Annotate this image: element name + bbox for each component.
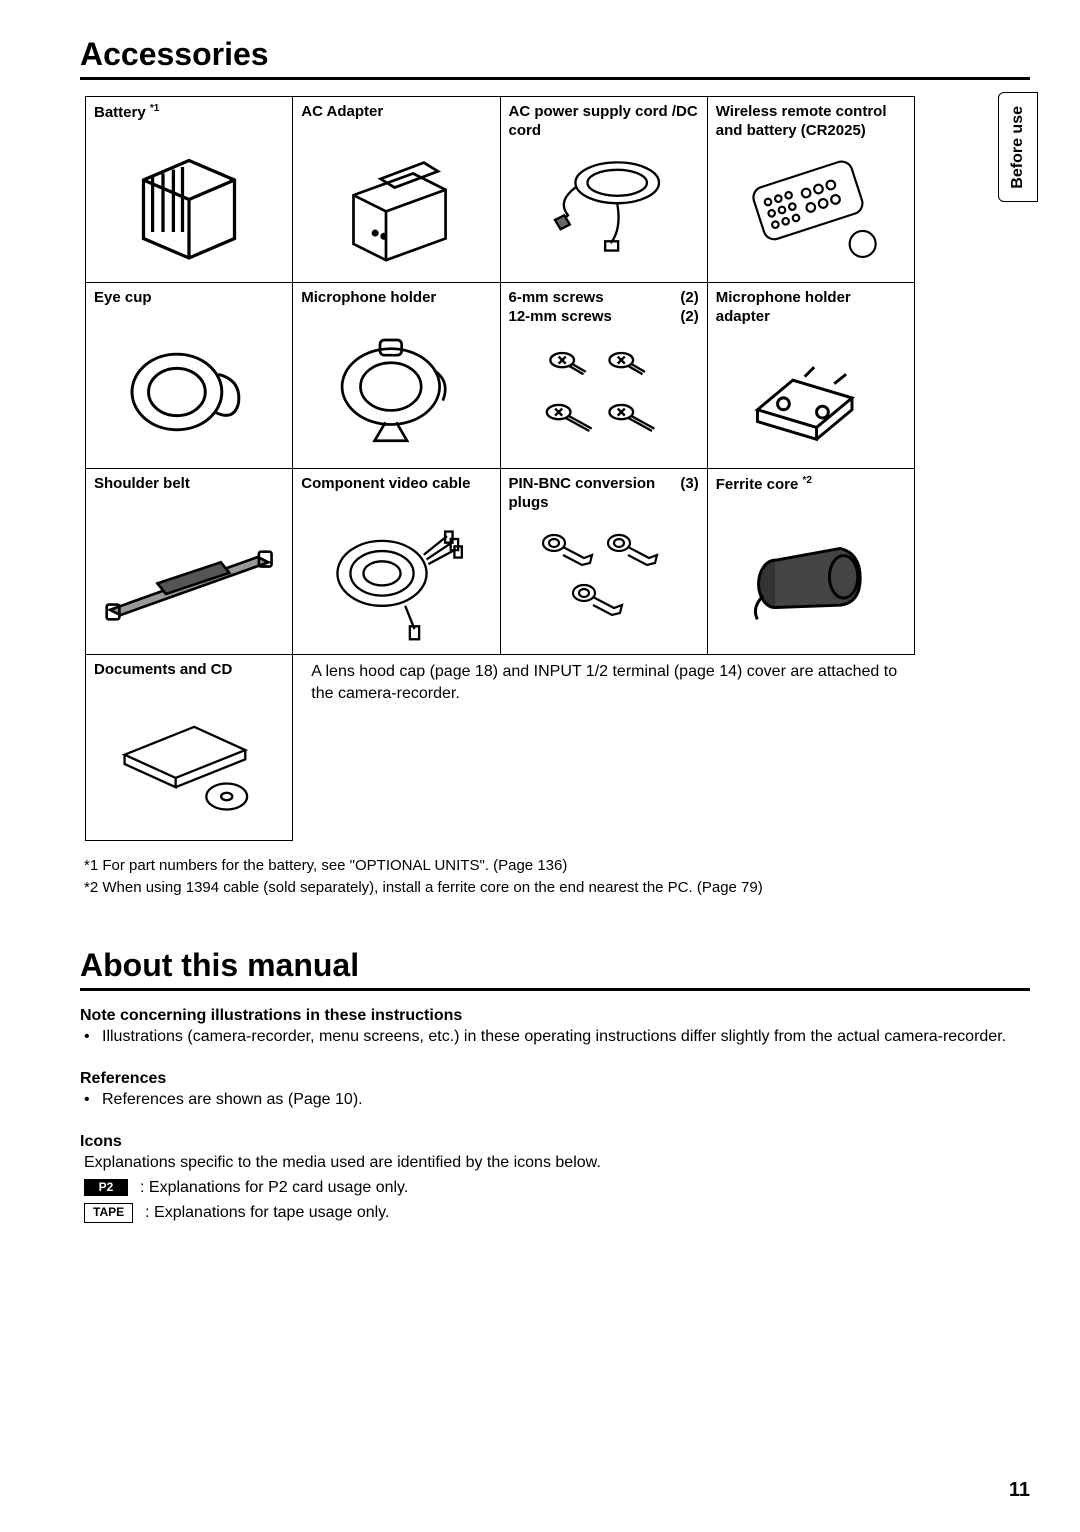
label-mic-holder: Microphone holder [301,289,491,327]
cell-note: A lens hood cap (page 18) and INPUT 1/2 … [293,655,915,841]
img-component-cable [301,513,491,643]
side-tab-label: Before use [1009,106,1027,189]
cell-mic-holder: Microphone holder [293,283,500,469]
about-sub1-text: Illustrations (camera-recorder, menu scr… [102,1025,1006,1048]
section-accessories-title: Accessories [80,36,1030,80]
label-screws: 6-mm screws(2)12-mm screws(2) [509,289,699,327]
label-component-cable: Component video cable [301,475,491,513]
footnotes: *1 For part numbers for the battery, see… [84,855,1030,899]
tape-icon: TAPE [84,1203,133,1223]
img-ac-adapter [301,141,491,271]
cell-remote: Wireless remote control and battery (CR2… [707,97,914,283]
label-ac-adapter: AC Adapter [301,103,491,141]
tape-text: : Explanations for tape usage only. [145,1201,389,1224]
img-screws [509,327,699,457]
img-eye-cup [94,327,284,457]
cell-component-cable: Component video cable [293,469,500,655]
cell-mic-holder-adapter: Microphone holder adapter [707,283,914,469]
cell-ferrite: Ferrite core *2 [707,469,914,655]
about-sub2-text: References are shown as (Page 10). [102,1088,363,1111]
cell-pin-bnc: PIN-BNC conversion plugs(3) [500,469,707,655]
label-pin-bnc: PIN-BNC conversion plugs(3) [509,475,699,513]
img-shoulder-belt [94,513,284,643]
bullet-icon: • [84,1088,102,1111]
img-battery [94,141,284,271]
cell-docs-cd: Documents and CD [86,655,293,841]
p2-icon: P2 [84,1179,128,1197]
label-remote: Wireless remote control and battery (CR2… [716,103,906,141]
p2-text: : Explanations for P2 card usage only. [140,1176,408,1199]
img-power-cord [509,141,699,271]
cell-screws: 6-mm screws(2)12-mm screws(2) [500,283,707,469]
about-sub1: Note concerning illustrations in these i… [80,1007,1030,1025]
about-sub1-body: • Illustrations (camera-recorder, menu s… [84,1025,1030,1048]
about-sub3: Icons [80,1133,1030,1151]
section-about-title: About this manual [80,947,1030,991]
lens-hood-note: A lens hood cap (page 18) and INPUT 1/2 … [311,661,906,706]
about-sub2: References [80,1070,1030,1088]
icon-row-tape: TAPE : Explanations for tape usage only. [84,1201,1030,1224]
footnote-1: *1 For part numbers for the battery, see… [84,855,1030,877]
img-ferrite [716,513,906,643]
cell-eye-cup: Eye cup [86,283,293,469]
cell-shoulder-belt: Shoulder belt [86,469,293,655]
page-number: 11 [1009,1479,1030,1502]
side-tab-before-use: Before use [998,92,1038,202]
label-mic-holder-adapter: Microphone holder adapter [716,289,906,327]
label-docs-cd: Documents and CD [94,661,284,699]
label-power-cord: AC power supply cord /DC cord [509,103,699,141]
img-pin-bnc [509,513,699,643]
img-mic-holder [301,327,491,457]
about-sub3-intro: Explanations specific to the media used … [84,1151,1030,1174]
img-docs-cd [94,699,284,829]
cell-power-cord: AC power supply cord /DC cord [500,97,707,283]
label-shoulder-belt: Shoulder belt [94,475,284,513]
label-eye-cup: Eye cup [94,289,284,327]
label-ferrite: Ferrite core *2 [716,475,906,513]
cell-battery: Battery *1 [86,97,293,283]
about-sub2-body: • References are shown as (Page 10). [84,1088,1030,1111]
bullet-icon: • [84,1025,102,1048]
icon-row-p2: P2 : Explanations for P2 card usage only… [84,1176,1030,1199]
img-mic-holder-adapter [716,327,906,457]
cell-ac-adapter: AC Adapter [293,97,500,283]
label-battery: Battery *1 [94,103,284,141]
footnote-2: *2 When using 1394 cable (sold separatel… [84,877,1030,899]
img-remote [716,141,906,271]
accessories-grid: Battery *1 AC Adapter AC power supply co… [85,96,915,841]
